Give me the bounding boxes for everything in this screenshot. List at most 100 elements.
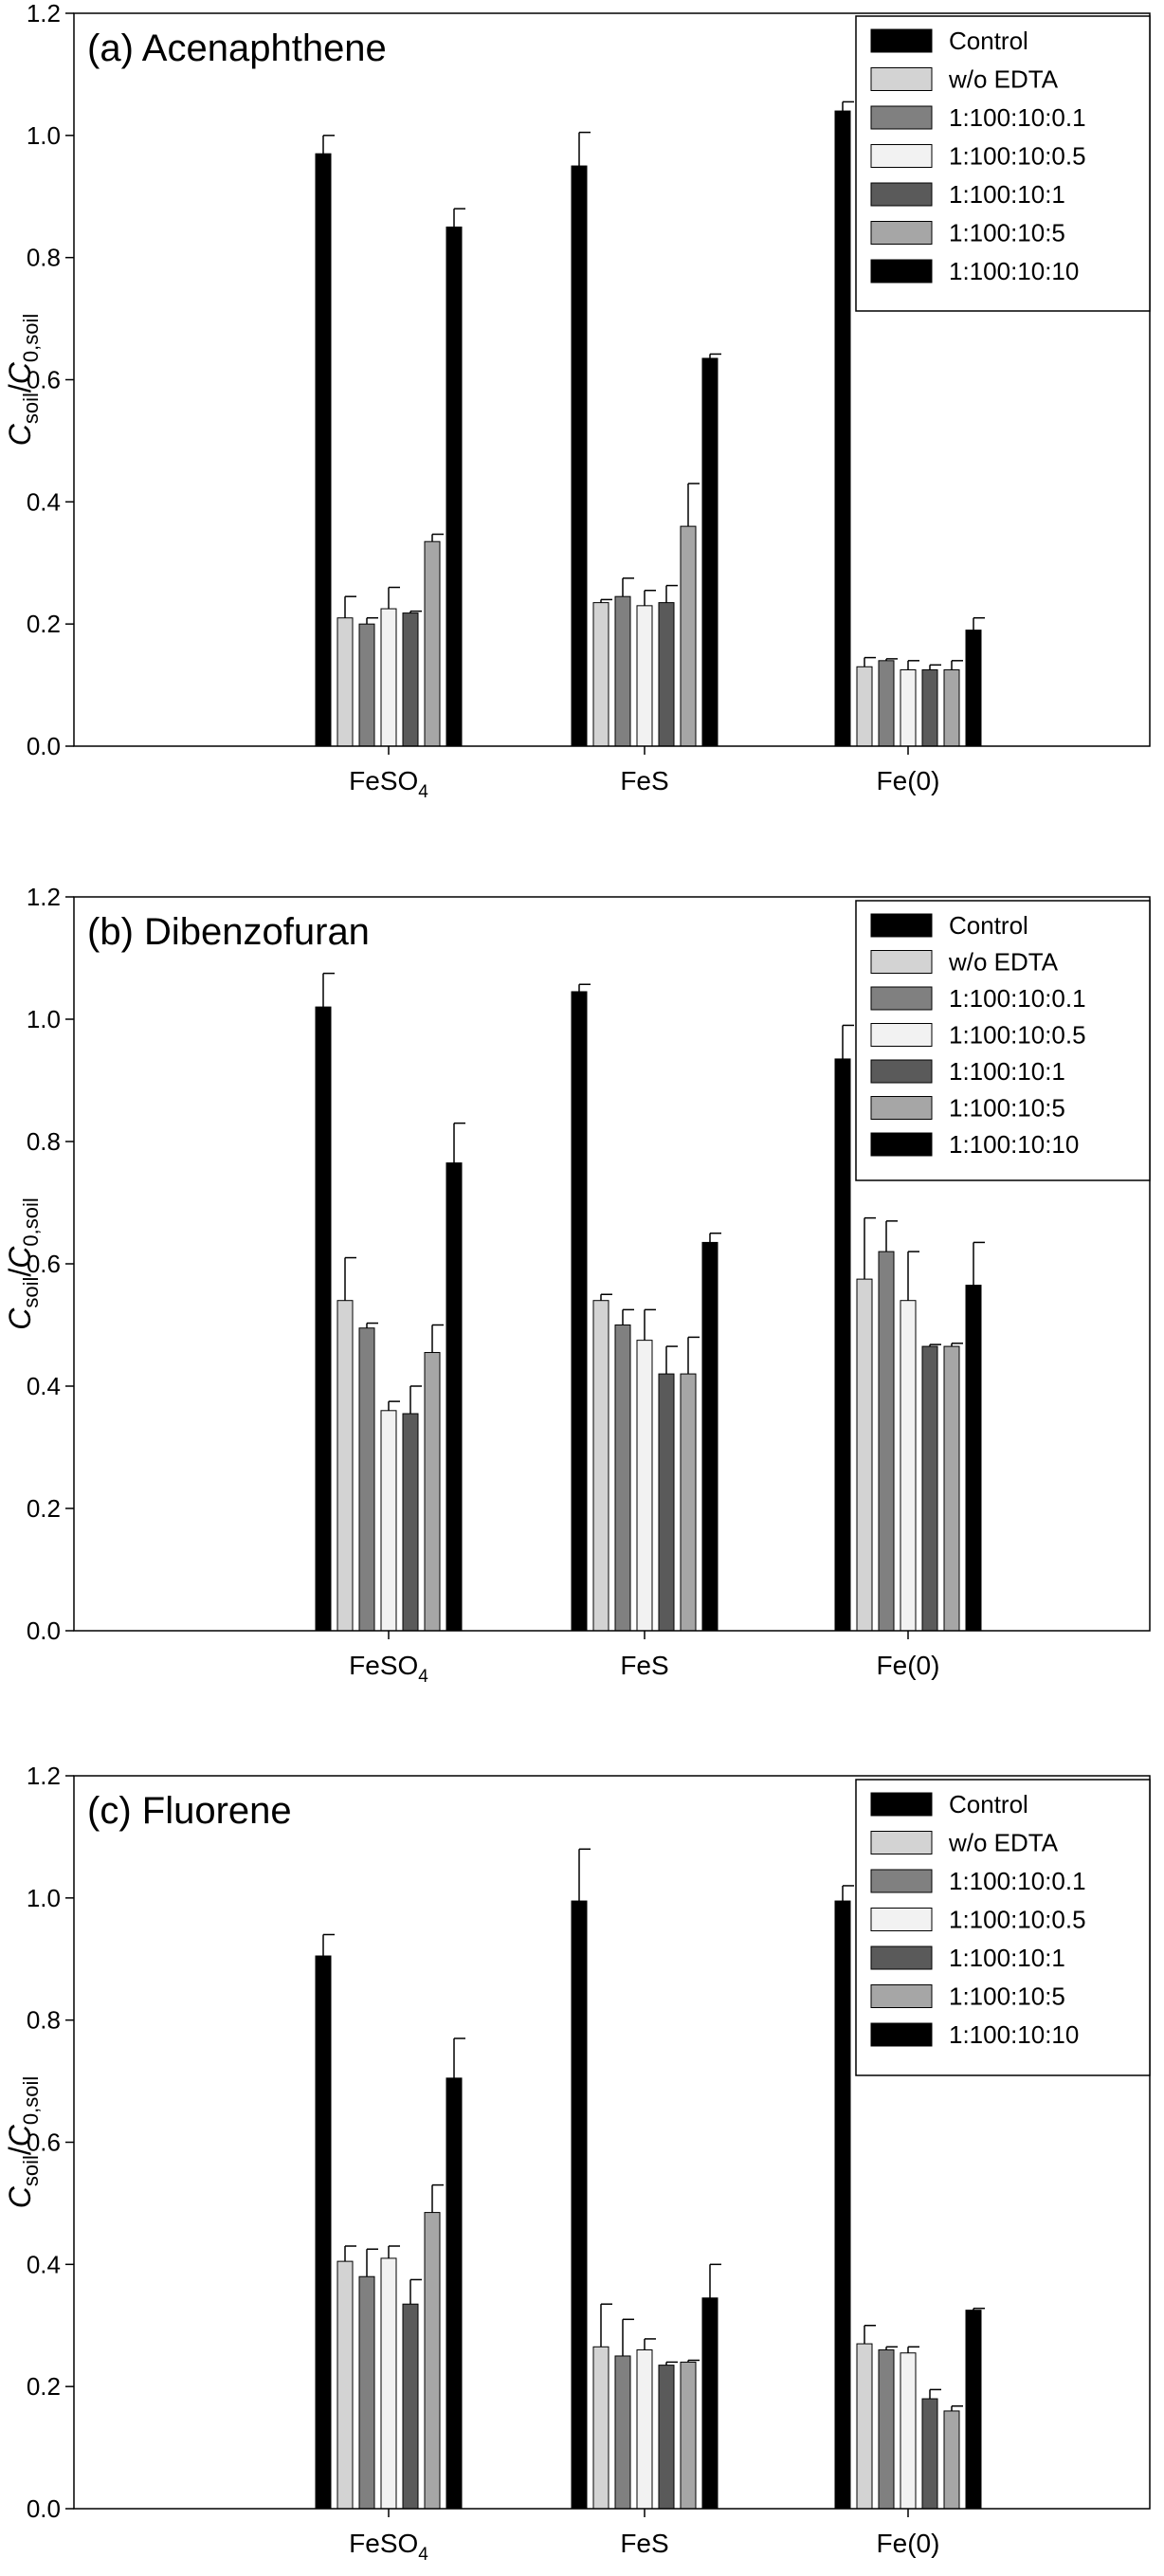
bar-3-3: [878, 2349, 895, 2510]
y-tick-label: 0.6: [27, 1250, 61, 1278]
legend-label: 1:100:10:0.5: [949, 142, 1086, 171]
bar-7-3: [965, 2310, 982, 2510]
bar-5-3: [921, 2398, 938, 2510]
bar-3-3: [878, 660, 895, 747]
legend-swatch: [870, 1869, 933, 1893]
bar-5-2: [658, 602, 675, 747]
bar-4-2: [636, 605, 653, 747]
x-tick-label: Fe(0): [877, 766, 940, 795]
panel-title: (a) Acenaphthene: [87, 27, 387, 69]
bar-6-1: [424, 540, 441, 747]
bar-6-1: [424, 2212, 441, 2510]
legend-swatch: [870, 1946, 933, 1970]
legend-label: w/o EDTA: [948, 948, 1059, 977]
legend: Control w/o EDTA 1:100:10:0.1 1:100:10:0.5 1…: [855, 15, 1151, 312]
legend-swatch: [870, 950, 933, 974]
legend-label: 1:100:10:10: [949, 2020, 1079, 2049]
legend-swatch: [870, 182, 933, 207]
bar-7-2: [701, 357, 718, 747]
legend-swatch: [870, 1792, 933, 1817]
y-tick-label: 0.8: [27, 244, 61, 272]
legend-swatch: [870, 2022, 933, 2047]
y-tick-label: 0.6: [27, 2128, 61, 2157]
bar-2-2: [592, 1300, 609, 1632]
legend-swatch: [870, 1132, 933, 1157]
x-tick-label: Fe(0): [877, 1651, 940, 1680]
y-tick-label: 0.4: [27, 1372, 61, 1400]
bar-6-1: [424, 1352, 441, 1632]
legend-swatch: [870, 259, 933, 283]
bar-3-3: [878, 1251, 895, 1632]
chart-panel-3: 0.0 0.2 0.4 0.6 0.8 1.0 1.2 FeSO4 FeS Fe(0) (c) Fl…: [3, 1762, 1151, 2565]
bar-4-3: [900, 668, 917, 747]
y-tick-label: 0.4: [27, 487, 61, 516]
y-tick-label: 1.2: [27, 0, 61, 27]
y-tick-label: 1.2: [27, 883, 61, 911]
x-tick-label: FeS: [620, 766, 668, 795]
bar-4-3: [900, 1300, 917, 1632]
legend-label: Control: [949, 911, 1028, 940]
bar-7-1: [446, 1162, 463, 1632]
y-tick-label: 1.0: [27, 1005, 61, 1033]
bar-2-2: [592, 602, 609, 747]
bar-3-1: [358, 623, 375, 747]
y-tick-label: 1.0: [27, 1884, 61, 1912]
legend-swatch: [870, 221, 933, 245]
bar-6-3: [943, 1345, 960, 1632]
bar-5-1: [402, 612, 419, 747]
bar-7-2: [701, 2297, 718, 2510]
x-tick-label: FeS: [620, 2529, 668, 2558]
bar-1-3: [834, 1058, 851, 1632]
legend-label: 1:100:10:5: [949, 1982, 1065, 2011]
legend-label: 1:100:10:1: [949, 1057, 1065, 1086]
legend-label: 1:100:10:10: [949, 257, 1079, 285]
legend-swatch: [870, 913, 933, 938]
legend-label: 1:100:10:0.1: [949, 984, 1086, 1013]
bar-3-2: [614, 2355, 631, 2510]
bar-2-1: [336, 1300, 354, 1632]
bar-7-3: [965, 1285, 982, 1632]
y-tick-label: 0.0: [27, 2494, 61, 2523]
legend-label: 1:100:10:5: [949, 219, 1065, 247]
bar-4-3: [900, 2352, 917, 2510]
y-tick-label: 0.8: [27, 2006, 61, 2035]
panel-title: (b) Dibenzofuran: [87, 911, 370, 953]
bar-1-2: [571, 1900, 588, 2510]
bar-2-1: [336, 2260, 354, 2510]
legend-swatch: [870, 1023, 933, 1047]
bar-6-2: [680, 525, 697, 747]
legend-swatch: [870, 1984, 933, 2008]
y-tick-label: 0.2: [27, 2372, 61, 2401]
legend-label: 1:100:10:0.5: [949, 1906, 1086, 1934]
legend-label: 1:100:10:0.1: [949, 1867, 1086, 1895]
bar-3-2: [614, 595, 631, 747]
bar-3-1: [358, 1327, 375, 1632]
bar-5-2: [658, 1373, 675, 1632]
x-tick-label: Fe(0): [877, 2529, 940, 2558]
bar-3-1: [358, 2275, 375, 2510]
legend-label: 1:100:10:0.5: [949, 1021, 1086, 1050]
legend-label: w/o EDTA: [948, 1829, 1059, 1857]
bar-7-1: [446, 2077, 463, 2510]
legend-label: 1:100:10:5: [949, 1094, 1065, 1123]
bar-1-3: [834, 110, 851, 747]
bar-5-1: [402, 2303, 419, 2510]
legend-swatch: [870, 144, 933, 168]
legend-label: 1:100:10:1: [949, 180, 1065, 209]
legend-swatch: [870, 1831, 933, 1854]
bar-2-3: [856, 2343, 873, 2510]
legend-label: w/o EDTA: [948, 65, 1059, 94]
bar-5-1: [402, 1413, 419, 1632]
legend-label: Control: [949, 1790, 1028, 1818]
y-tick-label: 0.4: [27, 2250, 61, 2278]
bar-2-1: [336, 617, 354, 747]
bar-2-2: [592, 2346, 609, 2510]
y-axis-label: Csoil/C0,soil: [3, 314, 43, 446]
y-tick-label: 0.2: [27, 1494, 61, 1523]
bar-1-2: [571, 991, 588, 1632]
legend-swatch: [870, 1096, 933, 1120]
y-axis-label: Csoil/C0,soil: [3, 2076, 43, 2208]
x-tick-label: FeS: [620, 1651, 668, 1680]
bar-6-3: [943, 2410, 960, 2510]
chart-panel-2: 0.0 0.2 0.4 0.6 0.8 1.0 1.2 FeSO4 FeS Fe(0) (b) Di…: [3, 883, 1151, 1687]
